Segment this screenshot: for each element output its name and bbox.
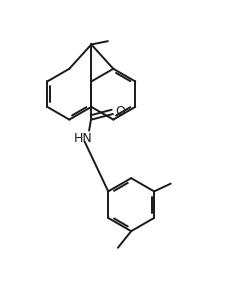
Text: HN: HN bbox=[74, 132, 93, 145]
Text: O: O bbox=[116, 105, 126, 118]
